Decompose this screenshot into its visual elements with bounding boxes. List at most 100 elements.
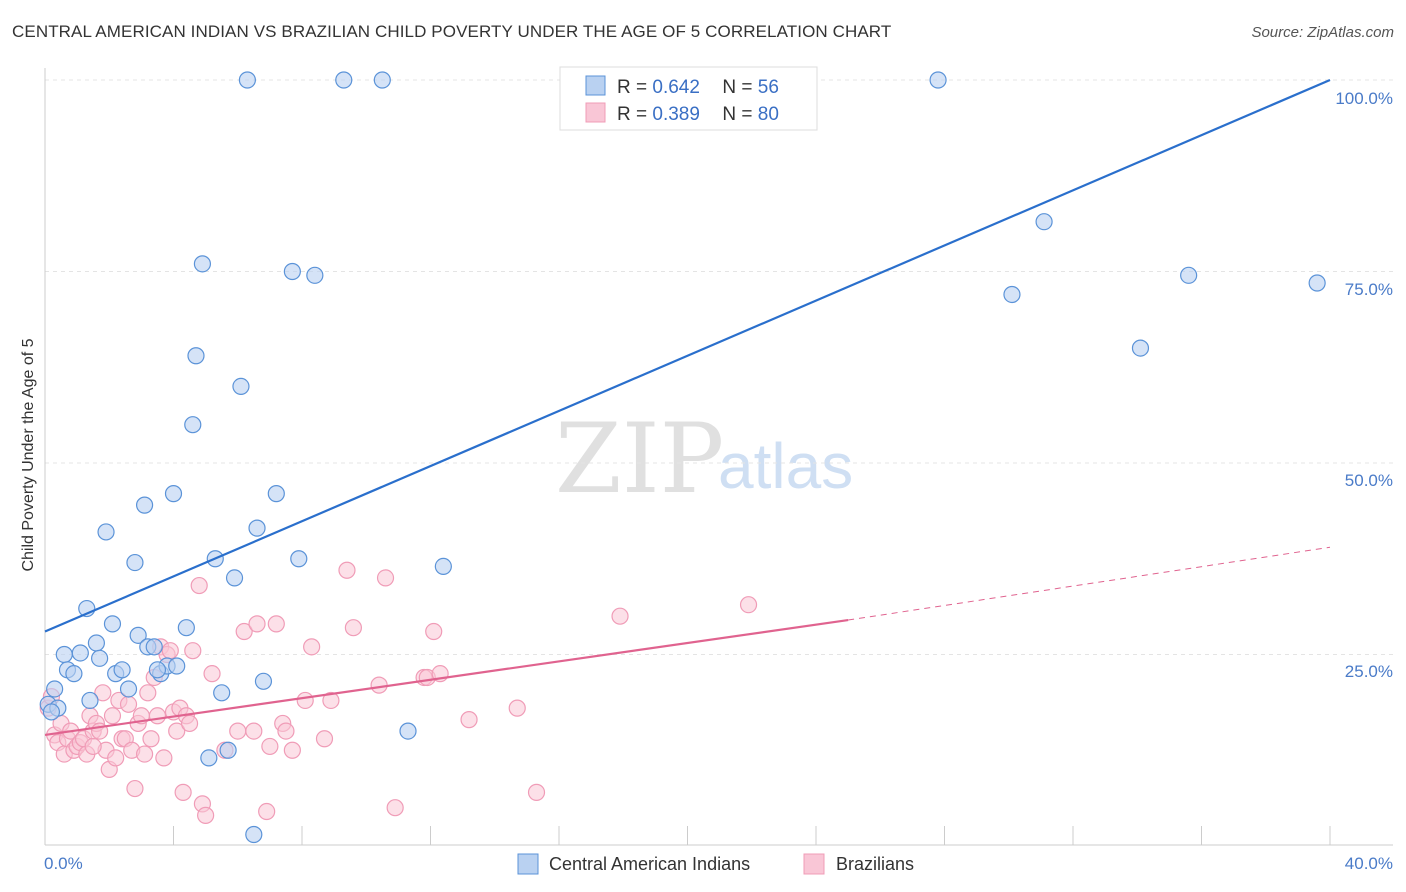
watermark-zip: ZIP — [555, 403, 724, 515]
brazilians-point — [229, 722, 247, 740]
axes — [44, 68, 1393, 846]
brazilians-point — [245, 722, 263, 740]
trend-line-brazilians-extrapolated — [848, 546, 1331, 621]
chart-title: CENTRAL AMERICAN INDIAN VS BRAZILIAN CHI… — [12, 22, 892, 41]
central-american-indians-point — [148, 661, 167, 679]
watermark-atlas: atlas — [718, 430, 853, 502]
central-american-indians-point — [200, 749, 218, 767]
central-american-indians-point — [55, 645, 73, 664]
brazilians-point — [277, 722, 295, 740]
central-american-indians-point — [373, 71, 391, 89]
central-american-indians-point — [168, 657, 186, 675]
brazilians-point — [267, 615, 285, 633]
trend-line-brazilians — [44, 618, 849, 737]
brazilians-point — [508, 699, 526, 717]
brazilians-point — [338, 561, 356, 579]
brazilians-point — [142, 730, 160, 748]
bottom-legend-swatch-blue — [517, 853, 539, 875]
brazilians-point — [376, 569, 395, 587]
central-american-indians-point — [177, 619, 195, 637]
brazilians-point — [425, 622, 443, 641]
central-american-indians-point — [87, 634, 106, 652]
central-american-indians-point — [219, 741, 237, 759]
central-american-indians-point — [245, 825, 263, 844]
legend: R = 0.642 N = 56 R = 0.389 N = 80 — [559, 66, 818, 131]
legend-swatch-pink — [585, 102, 606, 123]
central-american-indians-points — [39, 71, 1326, 844]
central-american-indians-point — [254, 672, 273, 690]
brazilians-point — [235, 622, 253, 641]
central-american-indians-point — [91, 649, 109, 667]
y-tick-100: 100.0% — [1335, 89, 1393, 108]
legend-row-1: R = 0.642 N = 56 — [617, 77, 779, 98]
central-american-indians-point — [71, 644, 89, 662]
central-american-indians-point — [184, 416, 202, 434]
brazilians-points — [39, 561, 758, 824]
central-american-indians-point — [238, 71, 256, 89]
bottom-legend-label-pink: Brazilians — [836, 854, 914, 874]
brazilians-point — [184, 642, 202, 660]
brazilians-point — [527, 783, 546, 801]
brazilians-point — [370, 676, 388, 694]
brazilians-point — [107, 749, 125, 767]
legend-row-2: R = 0.389 N = 80 — [617, 104, 779, 125]
brazilians-point — [344, 619, 362, 637]
central-american-indians-point — [129, 626, 147, 644]
brazilians-point — [386, 799, 404, 817]
brazilians-point — [103, 707, 122, 725]
brazilians-point — [296, 691, 314, 710]
central-american-indians-point — [1308, 274, 1326, 292]
brazilians-point — [258, 802, 276, 821]
central-american-indians-point — [232, 377, 250, 395]
central-american-indians-point — [103, 615, 122, 633]
central-american-indians-point — [97, 523, 115, 541]
central-american-indians-point — [399, 722, 417, 740]
brazilians-point — [203, 665, 221, 683]
brazilians-point — [261, 737, 279, 756]
x-tick-max: 40.0% — [1345, 854, 1393, 873]
brazilians-point — [315, 730, 334, 748]
brazilians-point — [119, 695, 138, 713]
brazilians-point — [303, 638, 321, 656]
central-american-indians-point — [1131, 339, 1150, 357]
trend-lines — [44, 78, 1331, 737]
brazilians-point — [460, 711, 478, 729]
central-american-indians-point — [145, 638, 163, 656]
central-american-indians-point — [929, 71, 947, 89]
brazilians-point — [135, 745, 154, 763]
central-american-indians-point — [248, 519, 266, 537]
central-american-indians-point — [164, 485, 183, 503]
gridlines — [45, 79, 1393, 655]
central-american-indians-point — [113, 661, 131, 679]
source-label: Source: ZipAtlas.com — [1251, 24, 1394, 41]
central-american-indians-point — [126, 553, 144, 572]
central-american-indians-point — [193, 255, 212, 273]
brazilians-point — [197, 806, 215, 824]
central-american-indians-point — [65, 665, 83, 683]
brazilians-point — [322, 691, 340, 710]
bottom-legend-swatch-pink — [803, 853, 825, 875]
brazilians-point — [739, 596, 758, 614]
brazilians-point — [155, 749, 173, 767]
central-american-indians-point — [225, 569, 244, 587]
central-american-indians-point — [1035, 213, 1053, 231]
y-tick-75: 75.0% — [1345, 280, 1393, 299]
central-american-indians-point — [434, 557, 452, 576]
y-tick-50: 50.0% — [1345, 471, 1393, 490]
brazilians-point — [283, 741, 301, 759]
trend-line-central-american-indians — [44, 78, 1331, 633]
brazilians-point — [174, 783, 192, 801]
y-tick-25: 25.0% — [1345, 662, 1393, 681]
central-american-indians-point — [119, 680, 138, 698]
central-american-indians-point — [1003, 285, 1021, 304]
brazilians-point — [94, 684, 112, 702]
legend-swatch-blue — [585, 75, 606, 96]
brazilians-point — [139, 684, 157, 702]
brazilians-point — [84, 737, 102, 756]
central-american-indians-point — [46, 680, 64, 698]
bottom-legend: Central American Indians Brazilians — [517, 853, 914, 875]
central-american-indians-point — [1180, 266, 1198, 284]
brazilians-point — [126, 779, 144, 798]
bottom-legend-label-blue: Central American Indians — [549, 854, 750, 874]
